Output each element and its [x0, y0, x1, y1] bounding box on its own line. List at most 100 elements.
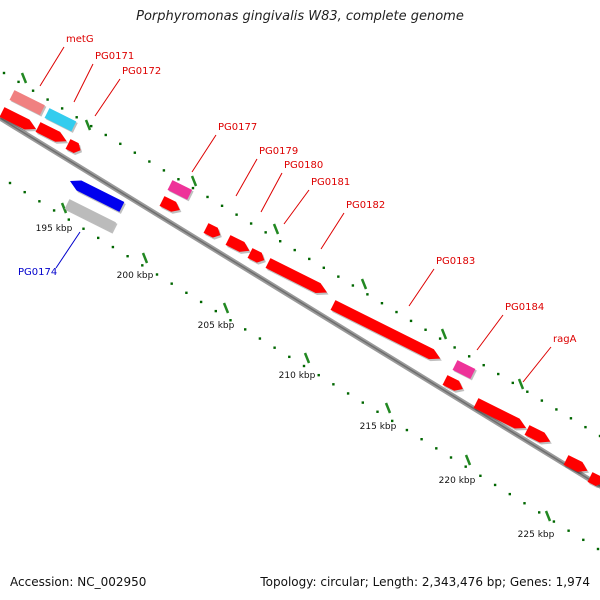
gene-unlabeled — [563, 455, 588, 472]
major-tick — [84, 119, 92, 131]
label-leader-line — [73, 63, 94, 103]
tick-dot — [493, 483, 497, 487]
tick-dot — [185, 291, 188, 294]
gene-label-PG0180: PG0180 — [284, 160, 323, 171]
major-tick — [360, 278, 368, 290]
gene-PG0184 — [452, 360, 476, 379]
tick-dot — [552, 520, 556, 523]
major-tick — [190, 175, 198, 187]
gene-label-PG0174: PG0174 — [18, 267, 57, 278]
gene-unlabeled — [35, 122, 67, 142]
tick-dot — [346, 392, 350, 395]
gene-unlabeled — [524, 425, 551, 443]
tick-dot — [90, 124, 93, 128]
major-tick — [440, 328, 448, 340]
tick-dot — [67, 218, 70, 221]
tick-dot — [23, 190, 26, 194]
label-leader-line — [235, 158, 258, 197]
tick-dot — [249, 222, 253, 225]
tick-dot — [366, 293, 369, 296]
genome-summary-text: Topology: circular; Length: 2,343,476 bp… — [260, 575, 590, 589]
tick-dot — [264, 231, 267, 234]
gene-PG0182 — [330, 300, 441, 360]
tick-dot — [278, 240, 282, 243]
label-leader-line — [320, 212, 345, 250]
gene-PG0174 — [70, 180, 125, 212]
tick-dot — [288, 355, 291, 359]
major-tick — [20, 72, 28, 84]
tick-dot — [60, 107, 64, 110]
major-tick — [384, 402, 392, 414]
gene-unlabeled — [587, 472, 600, 486]
tick-dot — [596, 547, 600, 551]
tick-dot — [508, 492, 511, 496]
gene-PG0183 — [442, 375, 463, 391]
tick-dot — [438, 337, 442, 340]
tick-dot — [464, 465, 467, 468]
tick-dot — [308, 257, 311, 261]
tick-dot — [424, 328, 427, 331]
backbone-line-inner — [0, 117, 600, 487]
tick-dot — [258, 337, 262, 340]
tick-dot — [214, 309, 217, 313]
tick-label: 220 kbp — [439, 476, 476, 486]
label-leader-line — [283, 189, 310, 225]
tick-dot — [148, 160, 151, 163]
tick-dot — [420, 438, 423, 441]
gene-label-PG0184: PG0184 — [505, 302, 544, 313]
map-title: Porphyromonas gingivalis W83, complete g… — [136, 9, 464, 24]
label-leader-line — [39, 46, 65, 87]
tick-dot — [351, 284, 355, 287]
tick-dot — [449, 456, 453, 459]
label-leader-line — [55, 231, 81, 269]
tick-dot — [31, 89, 35, 92]
tick-dot — [8, 181, 12, 185]
gene-label-PG0181: PG0181 — [311, 177, 350, 188]
major-tick — [464, 454, 472, 466]
label-leader-line — [260, 172, 283, 213]
tick-dot — [435, 447, 438, 450]
major-tick — [222, 302, 230, 314]
tick-dot — [141, 264, 144, 267]
tick-dot — [235, 213, 238, 216]
tick-label: 210 kbp — [279, 371, 316, 381]
major-tick — [303, 352, 311, 364]
tick-dot — [584, 425, 587, 429]
tick-dot — [220, 204, 224, 208]
tick-dot — [162, 169, 166, 172]
gene-label-metG: metG — [66, 34, 94, 45]
tick-dot — [482, 363, 485, 367]
tick-dot — [17, 80, 20, 84]
label-leader-line — [522, 346, 552, 383]
tick-dot — [405, 428, 409, 432]
tick-dot — [538, 511, 541, 514]
tick-dot — [82, 227, 85, 230]
tick-dot — [177, 178, 180, 181]
tick-dot — [302, 364, 306, 368]
tick-dot — [133, 151, 137, 154]
tick-dot — [337, 275, 340, 278]
tick-dot — [598, 434, 600, 438]
tick-dot — [119, 142, 122, 146]
gene-label-ragA: ragA — [553, 334, 577, 345]
tick-dot — [191, 186, 195, 190]
gene-PG0179 — [247, 248, 265, 263]
gene-unlabeled — [159, 196, 180, 212]
tick-dot — [2, 71, 6, 75]
major-tick — [272, 223, 280, 235]
tick-dot — [453, 346, 456, 349]
tick-dot — [126, 255, 129, 258]
tick-dot — [523, 502, 526, 505]
tick-dot — [322, 266, 326, 269]
gene-label-PG0183: PG0183 — [436, 256, 475, 267]
gene-label-PG0179: PG0179 — [259, 146, 298, 157]
tick-dot — [409, 319, 413, 323]
gene-metG — [9, 90, 45, 116]
tick-dot — [229, 319, 232, 322]
tick-dot — [104, 133, 107, 137]
gene-unlabeled — [0, 107, 36, 130]
label-leader-line — [408, 268, 435, 307]
label-leader-line — [476, 314, 504, 351]
